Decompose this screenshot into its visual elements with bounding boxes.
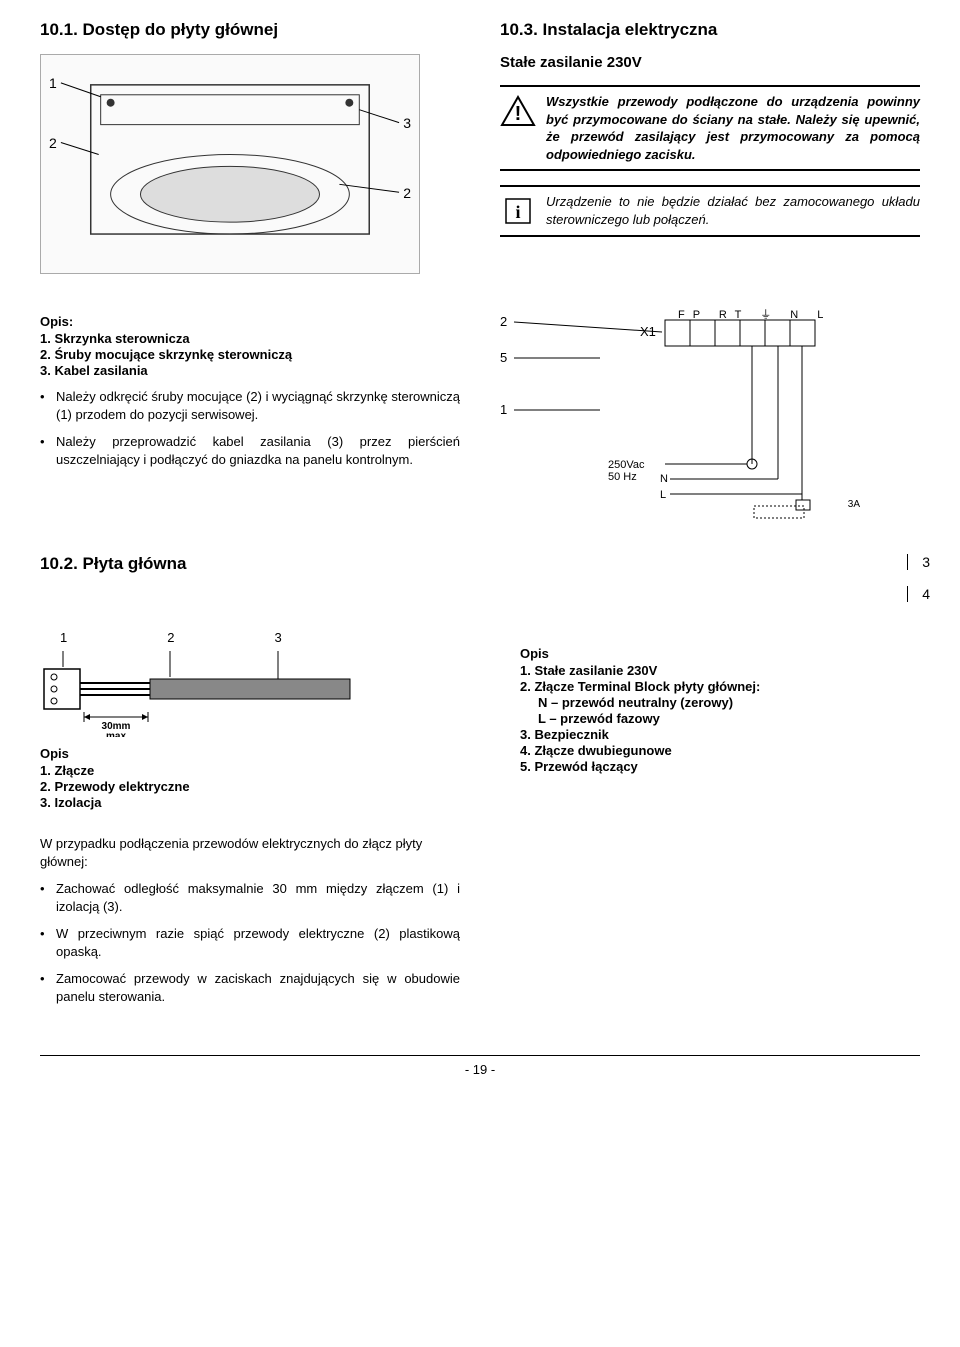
info-box: i Urządzenie to nie będzie działać bez z… bbox=[500, 185, 920, 237]
page-number: - 19 - bbox=[40, 1062, 920, 1077]
conn-label-2: 2 bbox=[167, 630, 174, 645]
col-10-3: 10.3. Instalacja elektryczna Stałe zasil… bbox=[500, 20, 920, 284]
opis-left: Opis 1. Złącze 2. Przewody elektryczne 3… bbox=[40, 746, 460, 810]
bullet-text: Zachować odległość maksymalnie 30 mm mię… bbox=[56, 880, 460, 915]
opis-left-title: Opis bbox=[40, 746, 460, 761]
top-two-column: 10.1. Dostęp do płyty głównej 1 2 3 bbox=[40, 20, 920, 284]
bullet-mark: • bbox=[40, 880, 50, 915]
lower-row: 1 2 3 bbox=[40, 606, 920, 811]
wd-x1: X1 bbox=[640, 324, 656, 339]
info-icon: i bbox=[500, 193, 536, 229]
warning-text: Wszystkie przewody podłączone do urządze… bbox=[546, 93, 920, 163]
opis-right-list2: 3. Bezpiecznik 4. Złącze dwubiegunowe 5.… bbox=[520, 727, 920, 774]
connector-svg: 30mm max bbox=[40, 647, 360, 737]
opis-title: Opis: bbox=[40, 314, 460, 329]
callout-2: 2 bbox=[49, 135, 57, 151]
body-bullet-1: • Zachować odległość maksymalnie 30 mm m… bbox=[40, 880, 460, 915]
col-10-1: 10.1. Dostęp do płyty głównej 1 2 3 bbox=[40, 20, 460, 284]
opis-right: Opis 1. Stałe zasilanie 230V 2. Złącze T… bbox=[520, 646, 920, 774]
opis-item: 2. Przewody elektryczne bbox=[40, 779, 460, 794]
wd-callout-2: 2 bbox=[500, 314, 507, 329]
opis-list: 1. Skrzynka sterownicza 2. Śruby mocując… bbox=[40, 331, 460, 378]
conn-label-3: 3 bbox=[274, 630, 281, 645]
wd-callout-5: 5 bbox=[500, 350, 507, 365]
opis-item: 1. Złącze bbox=[40, 763, 460, 778]
wd-callout-1: 1 bbox=[500, 402, 507, 417]
warning-box: ! Wszystkie przewody podłączone do urząd… bbox=[500, 85, 920, 171]
bullet-mark: • bbox=[40, 925, 50, 960]
opis-item: 3. Kabel zasilania bbox=[40, 363, 460, 378]
bullet-mark: • bbox=[40, 433, 50, 468]
body-bullet-2: • W przeciwnym razie spiąć przewody elek… bbox=[40, 925, 460, 960]
svg-text:!: ! bbox=[515, 103, 522, 125]
heading-10-3: 10.3. Instalacja elektryczna bbox=[500, 20, 920, 40]
heading-10-2: 10.2. Płyta główna bbox=[40, 554, 907, 574]
callout-3: 3 bbox=[907, 554, 930, 570]
footer-rule bbox=[40, 1055, 920, 1056]
opis-right-sublist: N – przewód neutralny (zerowy) L – przew… bbox=[538, 695, 920, 726]
opis-sub: N – przewód neutralny (zerowy) bbox=[538, 695, 920, 710]
callout-3: 3 bbox=[403, 115, 411, 131]
opis-right-list: 1. Stałe zasilanie 230V 2. Złącze Termin… bbox=[520, 663, 920, 694]
body-text-block: W przypadku podłączenia przewodów elektr… bbox=[40, 835, 460, 1005]
svg-text:max: max bbox=[106, 731, 126, 737]
middle-row: Opis: 1. Skrzynka sterownicza 2. Śruby m… bbox=[40, 284, 920, 524]
conn-label-1: 1 bbox=[60, 630, 67, 645]
body-intro: W przypadku podłączenia przewodów elektr… bbox=[40, 835, 460, 870]
bullet-2: • Należy przeprowadzić kabel zasilania (… bbox=[40, 433, 460, 468]
wd-terms: FP RT ⏚ N L bbox=[678, 306, 831, 322]
wiring-diagram: 2 5 1 X1 FP RT ⏚ N L 250Vac50 Hz 3A bbox=[500, 314, 880, 524]
opis-left-list: 1. Złącze 2. Przewody elektryczne 3. Izo… bbox=[40, 763, 460, 810]
opis-item: 5. Przewód łączący bbox=[520, 759, 920, 774]
subtitle-10-3: Stałe zasilanie 230V bbox=[500, 54, 920, 71]
opis-item: 3. Izolacja bbox=[40, 795, 460, 810]
bullet-text: Należy odkręcić śruby mocujące (2) i wyc… bbox=[56, 388, 460, 423]
bullet-mark: • bbox=[40, 970, 50, 1005]
page-root: 10.1. Dostęp do płyty głównej 1 2 3 bbox=[40, 20, 920, 1077]
warning-icon: ! bbox=[500, 93, 536, 129]
opis-item: 2. Śruby mocujące skrzynkę sterowniczą bbox=[40, 347, 460, 362]
callout-2b: 2 bbox=[403, 185, 411, 201]
svg-text:N: N bbox=[660, 473, 668, 485]
figure-10-1-svg bbox=[41, 55, 419, 274]
bullet-text: Zamocować przewody w zaciskach znajdując… bbox=[56, 970, 460, 1005]
callout-4: 4 bbox=[907, 586, 930, 602]
opis-item: 1. Stałe zasilanie 230V bbox=[520, 663, 920, 678]
figure-10-1: 1 2 3 2 bbox=[40, 54, 420, 274]
connector-figure: 1 2 3 bbox=[40, 630, 360, 740]
wd-supply: 250Vac50 Hz bbox=[608, 459, 645, 483]
opis-col: Opis: 1. Skrzynka sterownicza 2. Śruby m… bbox=[40, 284, 460, 524]
info-text: Urządzenie to nie będzie działać bez zam… bbox=[546, 193, 920, 229]
opis-sub: L – przewód fazowy bbox=[538, 711, 920, 726]
body-bullet-3: • Zamocować przewody w zaciskach znajduj… bbox=[40, 970, 460, 1005]
bullet-text: Należy przeprowadzić kabel zasilania (3)… bbox=[56, 433, 460, 468]
opis-main: Opis: 1. Skrzynka sterownicza 2. Śruby m… bbox=[40, 314, 460, 378]
callout-1: 1 bbox=[49, 75, 57, 91]
svg-text:L: L bbox=[660, 489, 666, 501]
wiring-col: 2 5 1 X1 FP RT ⏚ N L 250Vac50 Hz 3A bbox=[500, 284, 920, 524]
lower-left: 1 2 3 bbox=[40, 606, 460, 811]
svg-text:i: i bbox=[515, 202, 520, 222]
opis-right-title: Opis bbox=[520, 646, 920, 661]
opis-item: 1. Skrzynka sterownicza bbox=[40, 331, 460, 346]
section-10-2: 10.2. Płyta główna 3 4 1 2 3 bbox=[40, 554, 920, 1005]
right-ext-callouts: 3 4 bbox=[907, 554, 930, 602]
conn-top-labels: 1 2 3 bbox=[60, 630, 360, 645]
wiring-svg: N L bbox=[500, 314, 880, 524]
opis-item: 2. Złącze Terminal Block płyty głównej: bbox=[520, 679, 920, 694]
bullet-text: W przeciwnym razie spiąć przewody elektr… bbox=[56, 925, 460, 960]
bullet-1: • Należy odkręcić śruby mocujące (2) i w… bbox=[40, 388, 460, 423]
opis-item: 4. Złącze dwubiegunowe bbox=[520, 743, 920, 758]
lower-right: Opis 1. Stałe zasilanie 230V 2. Złącze T… bbox=[520, 606, 920, 811]
opis-item: 3. Bezpiecznik bbox=[520, 727, 920, 742]
wd-fuse: 3A bbox=[848, 499, 860, 510]
heading-10-1: 10.1. Dostęp do płyty głównej bbox=[40, 20, 460, 40]
bullet-mark: • bbox=[40, 388, 50, 423]
